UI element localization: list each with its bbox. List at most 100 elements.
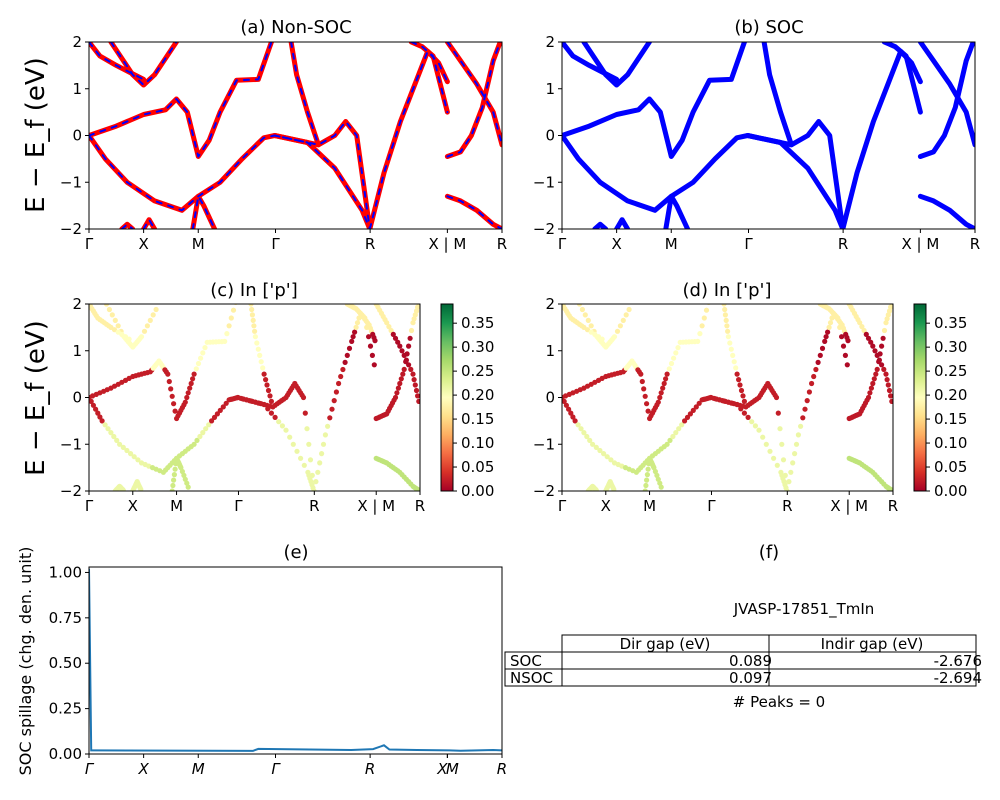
proj-c-point: [191, 371, 197, 377]
proj-d-point: [658, 390, 664, 396]
proj-d-point: [817, 352, 823, 358]
proj-c-point: [353, 324, 359, 330]
y-tick-label: 2: [72, 33, 82, 51]
proj-d-point: [696, 400, 702, 406]
proj-d-point: [673, 430, 679, 436]
proj-c-point: [185, 484, 191, 490]
proj-d-point: [670, 433, 676, 440]
proj-d-point: [752, 423, 759, 429]
proj-c-point: [268, 398, 274, 404]
proj-d-point: [642, 488, 648, 491]
proj-c-point: [315, 469, 321, 475]
panel-f: (f) JVASP-17851_TmIn Dir gap (eV) Indir …: [504, 542, 982, 711]
proj-c-point: [408, 366, 414, 372]
proj-c-point: [228, 315, 234, 321]
proj-c-point: [217, 407, 223, 413]
proj-d-point: [741, 398, 748, 404]
proj-d-point: [872, 348, 878, 354]
proj-d-point: [703, 307, 710, 313]
proj-d-point: [870, 380, 876, 387]
proj-c-point: [171, 477, 177, 483]
proj-c-point: [166, 378, 172, 385]
proj-c-point: [184, 394, 190, 401]
nonsoc-dash-band-line: [446, 42, 502, 146]
proj-d-point: [611, 334, 618, 340]
y-tick-label: −2: [533, 482, 555, 500]
proj-d-point: [876, 357, 883, 363]
proj-d-point: [654, 472, 660, 478]
proj-c-point: [258, 359, 264, 365]
y-tick-label: 0: [545, 389, 555, 407]
proj-c-point: [182, 399, 188, 405]
proj-d-point: [727, 340, 733, 346]
proj-d-point: [663, 376, 669, 382]
proj-d-point: [873, 371, 879, 377]
y-tick-label: −2: [533, 220, 555, 238]
panel-a-title: (a) Non-SOC: [240, 17, 351, 38]
proj-d-point: [644, 477, 650, 483]
spillage-line: [89, 568, 502, 752]
proj-c-point: [372, 338, 378, 344]
proj-c-point: [401, 366, 407, 372]
colorbar-tick-label: 0.30: [461, 338, 494, 356]
nonsoc-dash-band-line: [120, 223, 134, 229]
proj-d-point: [644, 472, 651, 478]
proj-c-point: [413, 308, 420, 314]
proj-c-point: [115, 323, 121, 329]
proj-c-point: [298, 455, 304, 461]
proj-d-point: [771, 455, 777, 461]
proj-d-point: [721, 304, 727, 307]
proj-d-point: [731, 359, 737, 365]
y-tick-label: −2: [60, 220, 82, 238]
proj-c-point: [354, 320, 361, 326]
x-tick-label: Γ: [271, 760, 281, 778]
panel-e-ylabel: SOC spillage (chg. den. unit): [16, 547, 35, 776]
proj-c-point: [411, 316, 417, 322]
proj-d-point: [644, 401, 650, 407]
proj-d-point: [587, 437, 593, 443]
proj-c-point: [89, 398, 94, 404]
colorbar-tick-label: 0.15: [934, 410, 967, 428]
proj-c-point: [169, 488, 175, 491]
proj-c-point: [249, 306, 255, 313]
proj-d-point: [608, 457, 614, 463]
proj-c-point: [187, 385, 193, 391]
gap-table: Dir gap (eV) Indir gap (eV) SOC 0.089 -2…: [504, 634, 982, 687]
proj-d-point: [684, 414, 691, 420]
table-header-dir: Dir gap (eV): [620, 635, 711, 653]
y-tick-label: 2: [545, 295, 555, 313]
proj-c-point: [287, 434, 293, 440]
colorbar-tick-label: 0.25: [934, 362, 967, 380]
proj-d-point: [660, 385, 666, 391]
proj-d-point: [767, 448, 773, 454]
proj-c-point: [93, 406, 99, 412]
proj-c-point: [181, 472, 187, 478]
colorbar-tick-label: 0.00: [461, 482, 494, 500]
proj-c-point: [304, 426, 310, 432]
proj-c-point: [276, 419, 282, 425]
panel-f-title: (f): [759, 542, 779, 563]
proj-d-point: [566, 406, 572, 412]
y-tick-label: 0.75: [49, 609, 82, 627]
soc-band-line: [562, 42, 748, 159]
x-tick-label: R: [497, 760, 507, 778]
proj-d-point: [826, 324, 832, 330]
proj-c-point: [124, 447, 130, 454]
proj-c-point: [172, 466, 178, 472]
colorbar-tick-label: 0.05: [461, 458, 494, 476]
proj-c-point: [340, 366, 346, 373]
proj-c-point: [209, 418, 215, 424]
soc-band-line: [592, 221, 609, 229]
proj-d-point: [837, 324, 843, 330]
proj-c-point: [89, 394, 92, 401]
x-tick-label: X: [611, 235, 621, 253]
band-ylabel-top: E − E_f (eV): [21, 57, 51, 213]
soc-band-line: [917, 42, 975, 148]
proj-c-point: [327, 415, 333, 421]
x-tick-label: Γ: [85, 760, 95, 778]
proj-d-point: [782, 472, 788, 478]
